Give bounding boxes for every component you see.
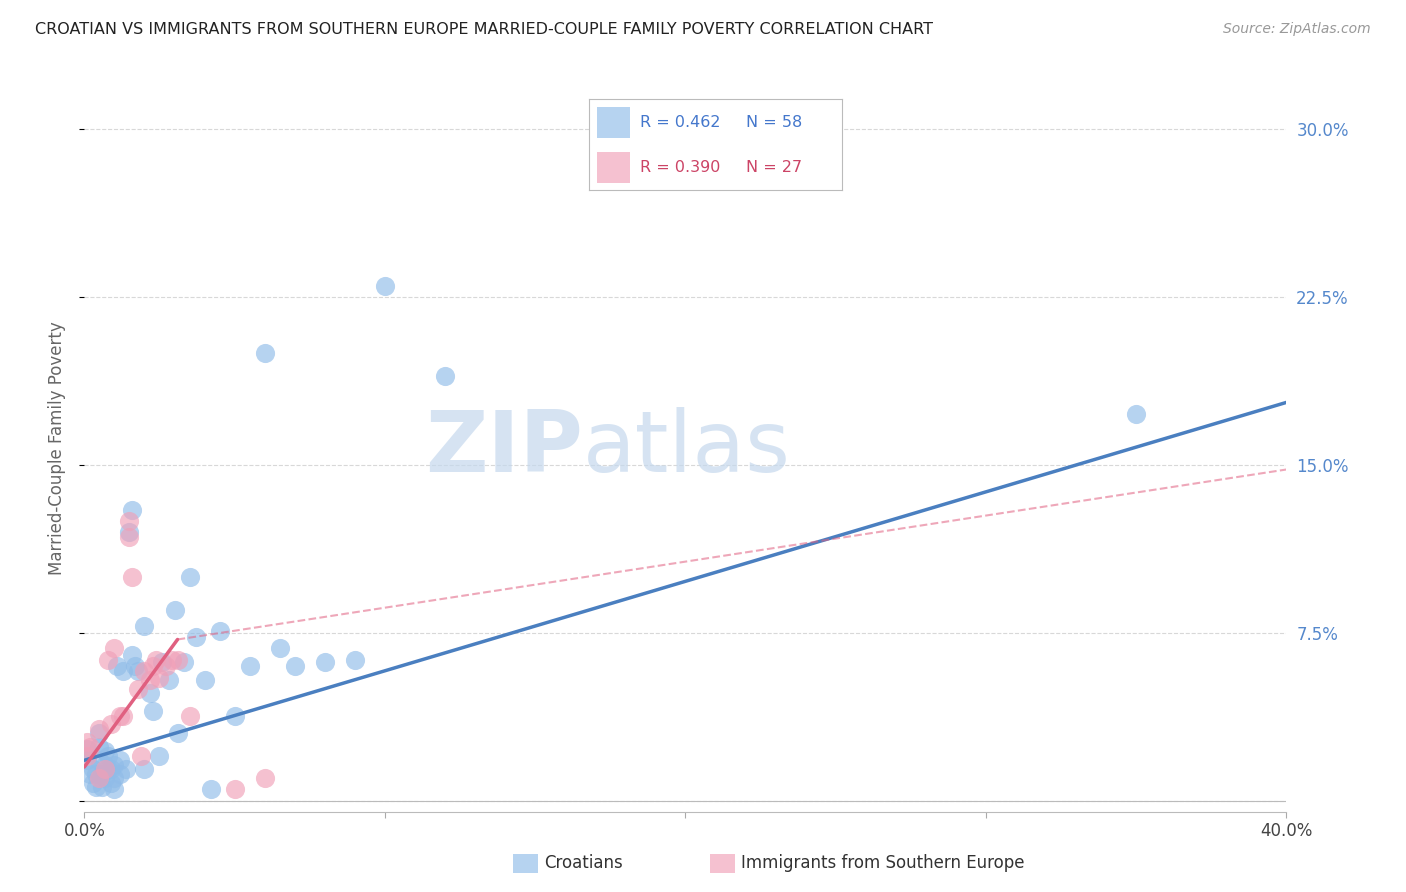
- Point: [155, 659, 177, 673]
- Point: [94, 762, 117, 776]
- Point: [112, 664, 135, 678]
- Point: [94, 744, 117, 758]
- Text: ZIP: ZIP: [426, 407, 583, 490]
- Point: [179, 708, 201, 723]
- Point: [103, 782, 125, 797]
- Point: [166, 726, 188, 740]
- Point: [89, 753, 111, 767]
- Point: [127, 681, 149, 696]
- Point: [142, 659, 165, 673]
- Point: [314, 655, 336, 669]
- Point: [434, 368, 457, 383]
- Point: [179, 570, 201, 584]
- Point: [94, 771, 117, 785]
- Point: [86, 780, 108, 794]
- Point: [89, 722, 111, 736]
- Point: [200, 782, 222, 797]
- Point: [734, 134, 756, 148]
- Point: [118, 530, 141, 544]
- Point: [89, 726, 111, 740]
- Y-axis label: Married-Couple Family Poverty: Married-Couple Family Poverty: [48, 321, 66, 575]
- Point: [79, 766, 101, 780]
- Point: [115, 762, 138, 776]
- Point: [103, 757, 125, 772]
- Point: [157, 673, 180, 687]
- Point: [100, 762, 122, 776]
- Point: [121, 648, 143, 662]
- Point: [148, 748, 170, 763]
- Point: [139, 686, 162, 700]
- Point: [173, 655, 195, 669]
- Point: [253, 346, 276, 360]
- Point: [97, 748, 120, 763]
- Point: [82, 775, 104, 789]
- Point: [1125, 407, 1147, 421]
- Point: [374, 279, 396, 293]
- Point: [97, 762, 120, 776]
- Point: [112, 708, 135, 723]
- Point: [82, 762, 104, 776]
- Point: [343, 652, 366, 666]
- Text: Immigrants from Southern Europe: Immigrants from Southern Europe: [741, 855, 1025, 872]
- Point: [163, 603, 186, 617]
- Point: [208, 624, 231, 638]
- Point: [97, 652, 120, 666]
- Point: [131, 748, 153, 763]
- Text: CROATIAN VS IMMIGRANTS FROM SOUTHERN EUROPE MARRIED-COUPLE FAMILY POVERTY CORREL: CROATIAN VS IMMIGRANTS FROM SOUTHERN EUR…: [35, 22, 934, 37]
- Point: [76, 753, 98, 767]
- Point: [121, 502, 143, 516]
- Point: [89, 771, 111, 785]
- Text: Croatians: Croatians: [544, 855, 623, 872]
- Point: [124, 659, 146, 673]
- Point: [139, 673, 162, 687]
- Point: [284, 659, 307, 673]
- Point: [118, 525, 141, 540]
- Point: [152, 655, 174, 669]
- Point: [145, 652, 167, 666]
- Text: atlas: atlas: [583, 407, 792, 490]
- Point: [121, 570, 143, 584]
- Point: [118, 514, 141, 528]
- Point: [142, 704, 165, 718]
- Point: [103, 771, 125, 785]
- Point: [110, 753, 132, 767]
- Point: [127, 664, 149, 678]
- Text: Source: ZipAtlas.com: Source: ZipAtlas.com: [1223, 22, 1371, 37]
- Point: [79, 739, 101, 754]
- Point: [107, 659, 129, 673]
- Point: [269, 641, 291, 656]
- Point: [166, 652, 188, 666]
- Point: [184, 630, 207, 644]
- Point: [253, 771, 276, 785]
- Point: [76, 735, 98, 749]
- Point: [94, 757, 117, 772]
- Point: [239, 659, 262, 673]
- Point: [134, 762, 156, 776]
- Point: [148, 671, 170, 685]
- Point: [134, 664, 156, 678]
- Point: [86, 766, 108, 780]
- Point: [100, 717, 122, 731]
- Point: [103, 641, 125, 656]
- Point: [76, 742, 98, 756]
- Point: [224, 782, 246, 797]
- Point: [110, 766, 132, 780]
- Point: [91, 780, 114, 794]
- Point: [224, 708, 246, 723]
- Point: [134, 619, 156, 633]
- Point: [89, 739, 111, 754]
- Point: [194, 673, 217, 687]
- Point: [110, 708, 132, 723]
- Point: [76, 748, 98, 763]
- Point: [160, 652, 183, 666]
- Point: [91, 766, 114, 780]
- Point: [100, 775, 122, 789]
